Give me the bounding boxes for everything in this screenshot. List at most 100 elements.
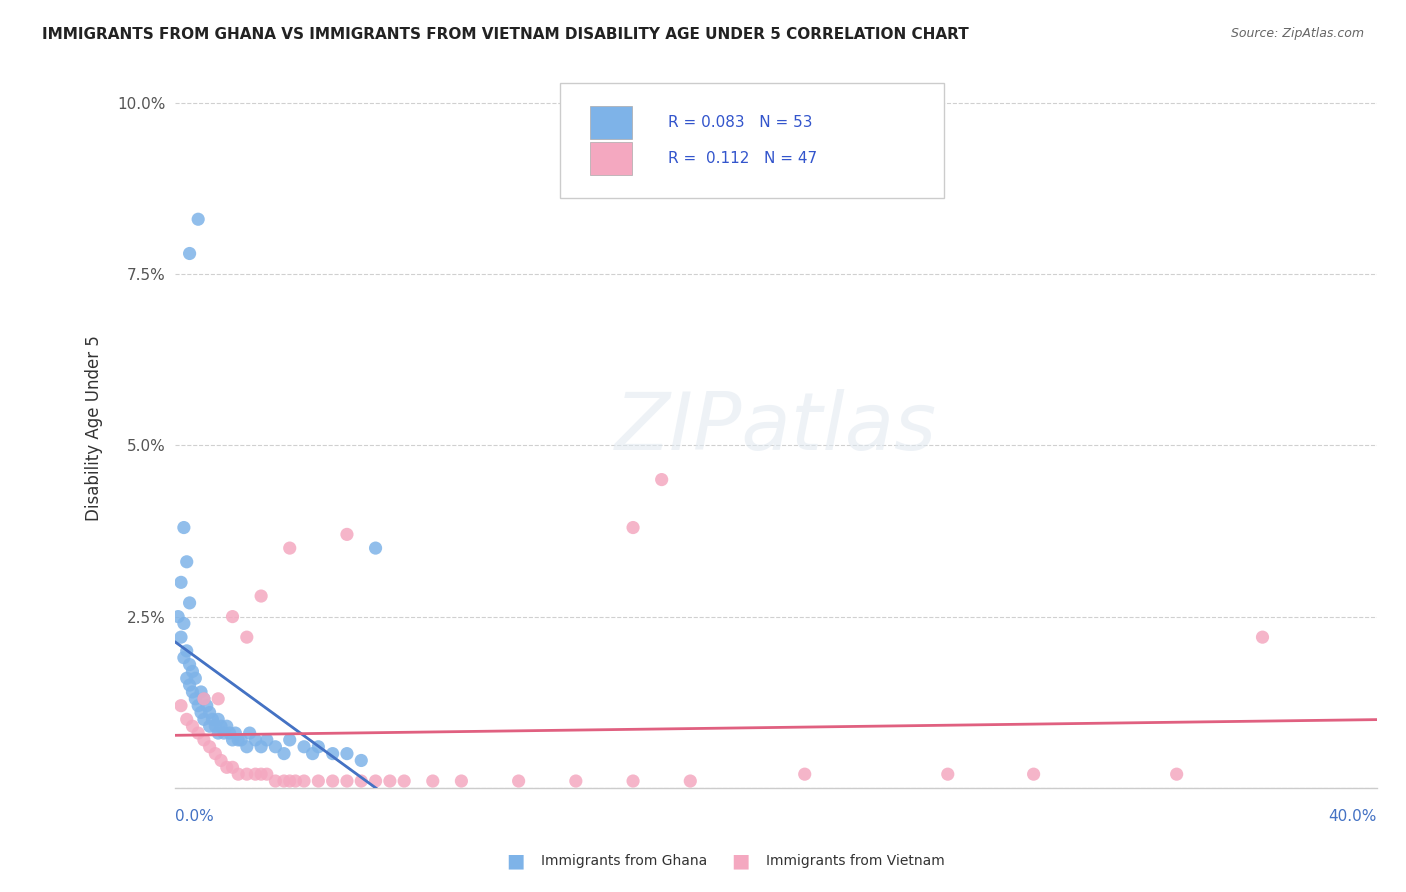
Point — [292, 739, 315, 754]
Point — [215, 760, 238, 774]
Point — [250, 739, 273, 754]
Point — [173, 520, 195, 534]
Point — [181, 719, 204, 733]
Point — [307, 739, 329, 754]
Point — [179, 596, 201, 610]
Point — [204, 747, 226, 761]
Point — [209, 754, 232, 768]
Point — [221, 733, 243, 747]
FancyBboxPatch shape — [591, 106, 631, 138]
Point — [198, 706, 221, 720]
Text: R = 0.083   N = 53: R = 0.083 N = 53 — [668, 115, 813, 130]
Text: ZIPatlas: ZIPatlas — [614, 389, 938, 467]
FancyBboxPatch shape — [560, 83, 945, 198]
Point — [170, 698, 193, 713]
Point — [236, 630, 259, 644]
Point — [307, 774, 329, 789]
Point — [209, 719, 232, 733]
Point — [193, 691, 215, 706]
Point — [176, 555, 198, 569]
Point — [170, 630, 193, 644]
Text: Source: ZipAtlas.com: Source: ZipAtlas.com — [1230, 27, 1364, 40]
Point — [250, 767, 273, 781]
Point — [239, 726, 262, 740]
Point — [184, 691, 207, 706]
Point — [226, 767, 249, 781]
Point — [181, 665, 204, 679]
Point — [207, 691, 229, 706]
Point — [193, 733, 215, 747]
Point — [179, 246, 201, 260]
Point — [273, 747, 295, 761]
Point — [422, 774, 444, 789]
Point — [236, 739, 259, 754]
Point — [207, 726, 229, 740]
FancyBboxPatch shape — [591, 142, 631, 175]
Point — [236, 767, 259, 781]
Point — [221, 609, 243, 624]
Point — [173, 650, 195, 665]
Point — [1166, 767, 1188, 781]
Point — [350, 774, 373, 789]
Point — [273, 774, 295, 789]
Point — [1251, 630, 1274, 644]
Point — [679, 774, 702, 789]
Point — [193, 691, 215, 706]
Point — [1022, 767, 1045, 781]
Point — [198, 739, 221, 754]
Point — [221, 760, 243, 774]
Point — [336, 774, 359, 789]
Point — [195, 698, 218, 713]
Point — [301, 747, 323, 761]
Point — [292, 774, 315, 789]
Point — [364, 541, 387, 555]
Point — [264, 739, 287, 754]
Point — [176, 644, 198, 658]
Point — [176, 671, 198, 685]
Text: Immigrants from Vietnam: Immigrants from Vietnam — [766, 854, 945, 868]
Point — [201, 712, 224, 726]
Point — [184, 671, 207, 685]
Point — [278, 733, 301, 747]
Point — [322, 747, 344, 761]
Point — [936, 767, 959, 781]
Point — [322, 774, 344, 789]
Point — [218, 726, 240, 740]
Point — [207, 712, 229, 726]
Text: 40.0%: 40.0% — [1329, 809, 1376, 824]
Point — [187, 698, 209, 713]
Point — [190, 685, 212, 699]
Point — [621, 774, 644, 789]
Point — [181, 685, 204, 699]
Point — [204, 719, 226, 733]
Point — [215, 719, 238, 733]
Point — [350, 754, 373, 768]
Point — [167, 609, 190, 624]
Point — [793, 767, 815, 781]
Point — [264, 774, 287, 789]
Point — [176, 712, 198, 726]
Point — [173, 616, 195, 631]
Point — [278, 541, 301, 555]
Y-axis label: Disability Age Under 5: Disability Age Under 5 — [86, 335, 103, 521]
Point — [190, 706, 212, 720]
Point — [651, 473, 673, 487]
Point — [450, 774, 472, 789]
Point — [179, 657, 201, 672]
Point — [212, 726, 235, 740]
Point — [508, 774, 530, 789]
Point — [226, 733, 249, 747]
Point — [565, 774, 588, 789]
Point — [250, 589, 273, 603]
Text: IMMIGRANTS FROM GHANA VS IMMIGRANTS FROM VIETNAM DISABILITY AGE UNDER 5 CORRELAT: IMMIGRANTS FROM GHANA VS IMMIGRANTS FROM… — [42, 27, 969, 42]
Text: ■: ■ — [731, 851, 749, 871]
Point — [245, 767, 267, 781]
Text: Immigrants from Ghana: Immigrants from Ghana — [541, 854, 707, 868]
Text: 0.0%: 0.0% — [176, 809, 214, 824]
Text: ■: ■ — [506, 851, 524, 871]
Point — [378, 774, 401, 789]
Point — [256, 767, 278, 781]
Point — [336, 527, 359, 541]
Point — [278, 774, 301, 789]
Point — [198, 719, 221, 733]
